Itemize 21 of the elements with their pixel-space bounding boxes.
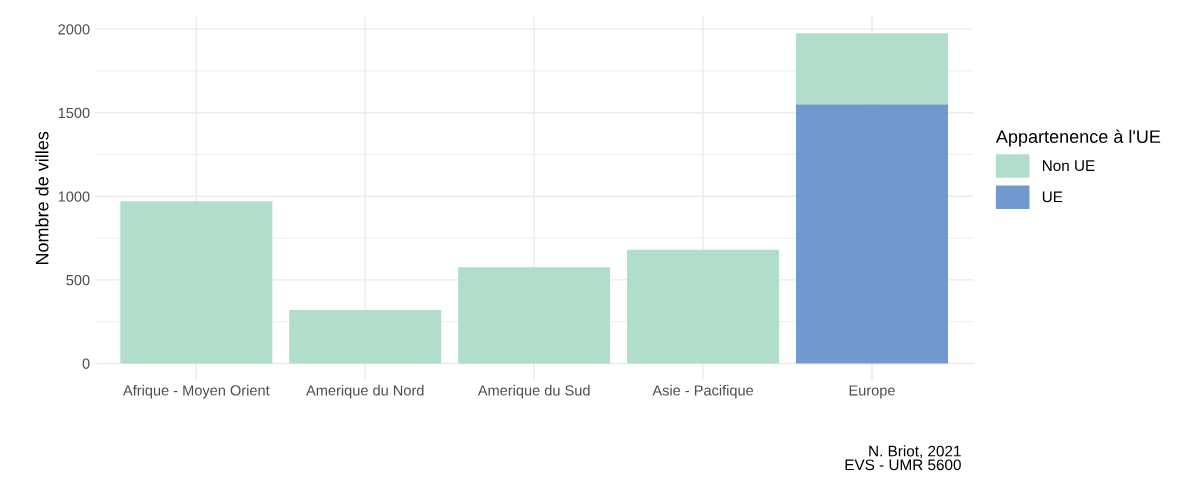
legend-label: UE — [1042, 191, 1063, 203]
x-tick-label: Amerique du Nord — [306, 384, 424, 399]
bar — [627, 249, 780, 364]
y-tick-label: 1000 — [58, 191, 90, 202]
x-tick-label: Amerique du Sud — [477, 384, 590, 399]
bar — [795, 104, 948, 364]
bar — [458, 267, 611, 364]
x-tick-label: Afrique - Moyen Orient — [122, 384, 270, 399]
bar — [289, 309, 442, 364]
x-tick-label: Asie - Pacifique — [652, 384, 754, 399]
y-axis-title: Nombre de villes — [35, 131, 49, 265]
legend-label: Non UE — [1042, 160, 1095, 172]
text: N. Briot, 2021 EVS - UMR 5600 — [845, 445, 961, 471]
y-tick-label: 500 — [66, 274, 90, 286]
y-tick-label: 2000 — [58, 24, 90, 35]
x-tick-label: Europe — [849, 385, 895, 399]
y-tick-label: 0 — [82, 358, 90, 369]
bar — [120, 201, 273, 364]
bar — [795, 33, 948, 105]
legend-title: Appartenence à l'UE — [995, 129, 1161, 147]
y-tick-label: 1500 — [58, 107, 90, 119]
